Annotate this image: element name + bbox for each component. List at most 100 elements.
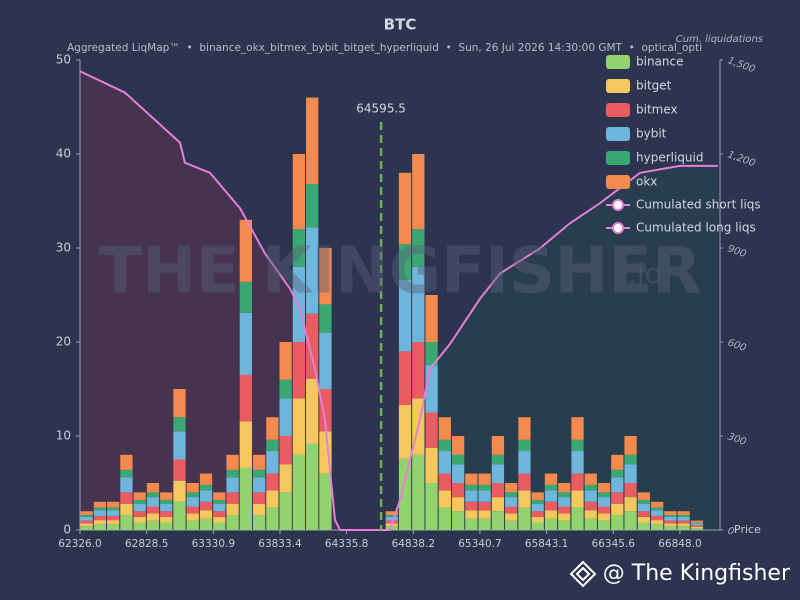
bar-segment [597, 492, 611, 498]
y-tick-label: 0 [63, 523, 71, 537]
y-tick-label: 10 [56, 429, 71, 443]
bar-segment [624, 436, 637, 455]
bar-segment [120, 492, 133, 504]
bar-segment [544, 473, 558, 485]
bar-segment [239, 219, 252, 282]
bar-segment [226, 503, 239, 515]
bar-segment [146, 492, 160, 498]
bar-segment [518, 507, 531, 530]
bar-segment [93, 515, 107, 521]
bar-segment [451, 454, 465, 465]
bar-segment [199, 484, 213, 491]
bar-segment [160, 522, 173, 530]
bar-segment [160, 499, 173, 504]
legend-swatch [606, 55, 630, 69]
bar-segment [93, 520, 107, 525]
bar-segment [266, 439, 279, 452]
bar-segment [173, 480, 186, 502]
legend-label: hyperliquid [636, 151, 703, 165]
bar-segment [664, 523, 677, 527]
bar-segment [465, 473, 478, 485]
bar-segment [120, 477, 133, 493]
bar-segment [226, 454, 239, 470]
bar-segment [597, 497, 611, 507]
x-tick-label: 65843.1 [525, 538, 568, 550]
bar-segment [611, 454, 624, 470]
legend-label: binance [636, 55, 684, 69]
bar-segment [385, 516, 398, 521]
bar-segment [173, 417, 186, 432]
bar-segment [544, 510, 558, 519]
bar-segment [438, 439, 451, 452]
legend-swatch [606, 127, 630, 141]
current-price-label: 64595.5 [356, 102, 406, 116]
bar-segment [292, 398, 306, 455]
bar-segment [465, 510, 478, 519]
bar-segment [584, 510, 597, 519]
bar-segment [80, 526, 93, 530]
legend-label: Cumulated short liqs [636, 198, 761, 212]
legend-marker [612, 222, 624, 234]
bar-segment [597, 513, 611, 521]
bar-segment [398, 351, 412, 405]
bar-segment [412, 266, 425, 342]
bar-segment [690, 528, 704, 530]
bar-segment [120, 454, 133, 470]
bar-segment [558, 483, 571, 493]
bar-segment [398, 458, 412, 530]
bar-segment [491, 483, 505, 498]
bar-segment [412, 229, 425, 267]
bar-segment [544, 501, 558, 511]
bar-segment [199, 501, 213, 511]
bar-segment [319, 332, 332, 389]
bar-segment [239, 421, 252, 468]
bar-segment [677, 520, 690, 524]
bar-segment [531, 522, 544, 530]
bar-segment [186, 506, 199, 514]
bar-segment [80, 511, 93, 515]
bar-segment [292, 154, 306, 230]
bar-segment [478, 501, 491, 511]
y-tick-label: 20 [56, 335, 71, 349]
bar-segment [292, 229, 306, 267]
x-tick-label: 63330.9 [192, 538, 235, 550]
bar-segment [186, 520, 199, 530]
bar-segment [690, 520, 704, 523]
y-tick-label: 30 [56, 241, 71, 255]
bar-segment [133, 503, 146, 512]
bar-segment [650, 524, 664, 530]
bar-segment [425, 342, 438, 366]
bar-segment [465, 484, 478, 491]
y-tick-label: 50 [56, 53, 71, 67]
bar-segment [80, 516, 93, 521]
bar-segment [173, 459, 186, 481]
bar-segment [160, 516, 173, 523]
legend-label: bybit [636, 127, 667, 141]
bar-segment [279, 436, 292, 465]
x-tick-label: 63833.4 [258, 538, 302, 550]
bar-segment [160, 511, 173, 517]
bar-segment [146, 520, 160, 530]
bar-segment [624, 464, 637, 483]
bar-segment [505, 483, 518, 493]
bar-segment [597, 483, 611, 493]
bar-segment [544, 518, 558, 530]
bar-segment [120, 514, 133, 530]
bar-segment [226, 514, 239, 530]
bar-segment [306, 313, 319, 379]
bar-segment [518, 451, 531, 474]
bar-segment [491, 454, 505, 465]
bar-segment [107, 510, 120, 516]
bar-segment [425, 365, 438, 413]
bar-segment [478, 473, 491, 485]
bar-segment [398, 404, 412, 459]
bar-segment [584, 490, 597, 502]
bar-segment [451, 497, 465, 512]
bar-segment [80, 523, 93, 527]
bar-segment [146, 497, 160, 507]
bar-segment [239, 312, 252, 375]
bar-segment [252, 492, 266, 504]
bar-segment [531, 499, 544, 504]
bar-segment [93, 507, 107, 511]
chart-subtitle: Aggregated LiqMap™ • binance_okx_bitmex_… [67, 42, 702, 54]
